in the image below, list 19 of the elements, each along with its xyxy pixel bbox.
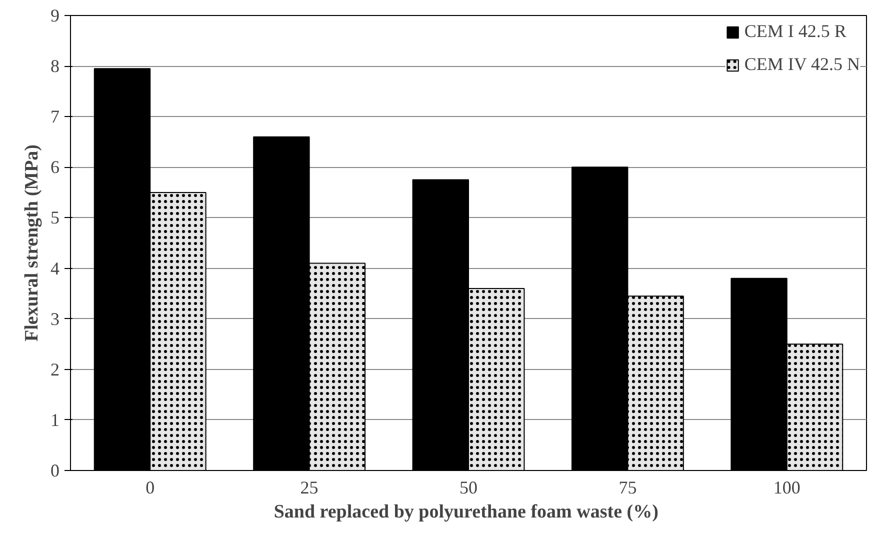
y-axis-title: Flexural strength (MPa) — [22, 144, 42, 342]
x-tick-label: 0 — [146, 478, 155, 498]
y-tick-label: 4 — [50, 258, 60, 278]
x-tick-label: 50 — [460, 478, 478, 498]
y-tick-label: 5 — [50, 208, 60, 228]
y-tick-label: 0 — [50, 460, 60, 480]
y-tick-label: 7 — [50, 106, 60, 127]
x-tick-label: 75 — [618, 478, 637, 498]
y-tick-label: 2 — [50, 359, 60, 380]
x-tick-label: 25 — [300, 478, 318, 498]
x-tick-label: 100 — [773, 478, 800, 498]
y-tick-label: 1 — [50, 410, 60, 430]
legend-label: CEM IV 42.5 N — [744, 54, 860, 75]
y-tick-label: 8 — [50, 56, 60, 76]
x-axis-title: Sand replaced by polyurethane foam waste (%) — [274, 502, 658, 522]
y-tick-label: 9 — [50, 6, 60, 26]
y-tick-label: 3 — [50, 308, 60, 329]
y-tick-label: 6 — [50, 157, 60, 178]
legend-label: CEM I 42.5 R — [744, 21, 846, 42]
